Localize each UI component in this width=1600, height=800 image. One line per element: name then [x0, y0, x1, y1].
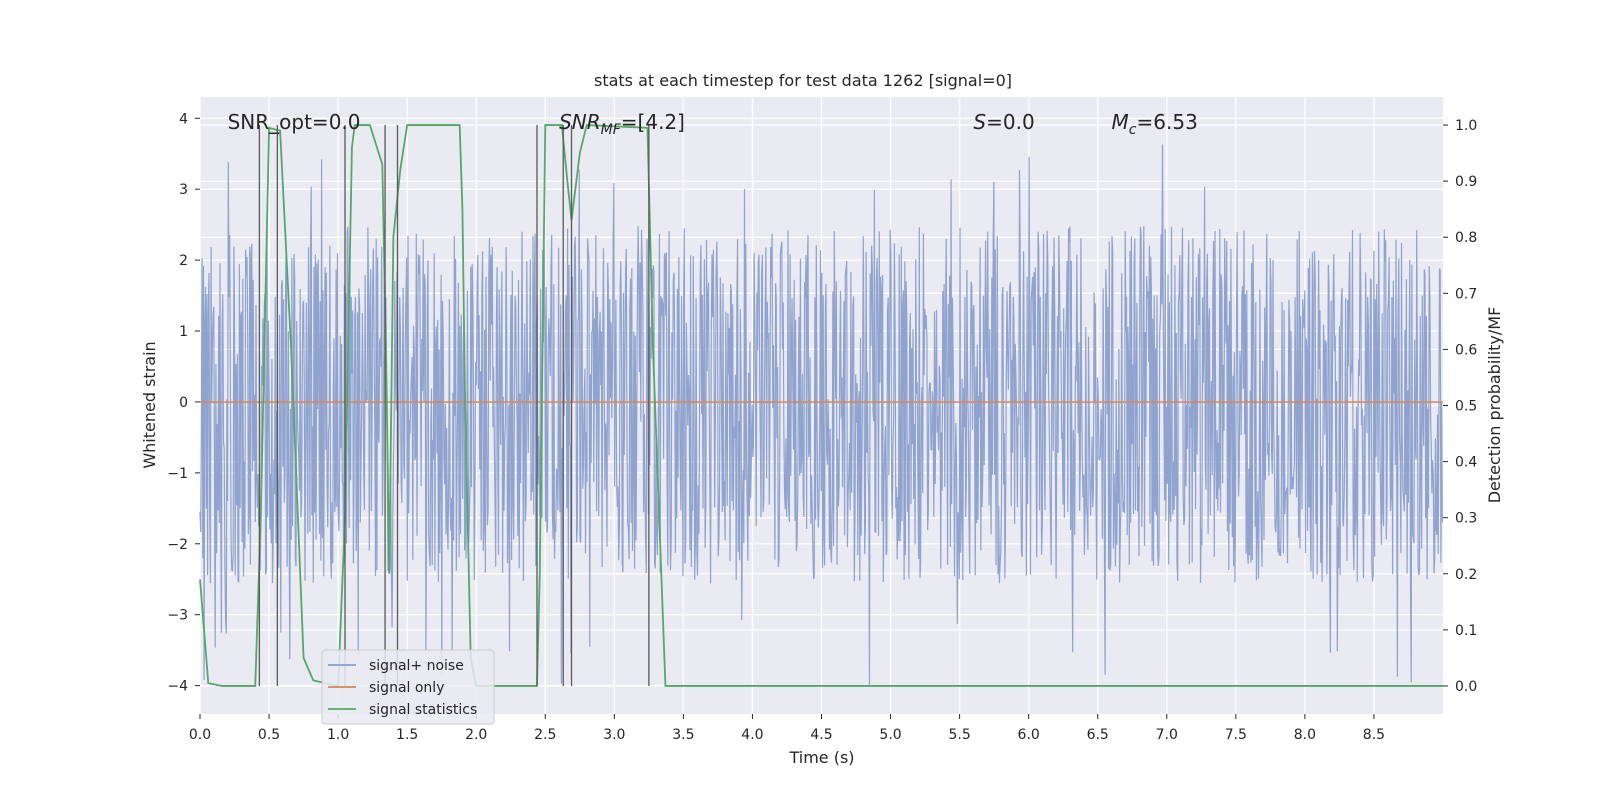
x-tick-label: 2.0 [465, 727, 487, 743]
signal-noise-series [199, 144, 1444, 685]
x-tick-label: 4.0 [741, 727, 763, 743]
y-right-tick-label: 0.7 [1455, 286, 1477, 302]
legend-label: signal statistics [369, 702, 477, 718]
x-tick-label: 4.5 [810, 727, 832, 743]
legend-label: signal+ noise [369, 658, 464, 674]
x-tick-label: 1.5 [396, 727, 418, 743]
vertical-markers [258, 125, 650, 686]
y-axis-label-left: Whitened strain [140, 341, 159, 468]
y-tick-label: 0 [179, 395, 188, 411]
y-right-tick-label: 0.2 [1455, 567, 1477, 583]
x-tick-label: 8.0 [1294, 727, 1316, 743]
series-signal-statistics [199, 124, 1443, 688]
y-right-tick-label: 0.1 [1455, 623, 1477, 639]
annotation-mc: Mc=6.53 [1112, 110, 1198, 138]
y-tick-label: −4 [167, 679, 188, 695]
y-right-tick-label: 0.4 [1455, 455, 1477, 471]
x-tick-label: 3.5 [672, 727, 694, 743]
axes: 0.0 0.5 1.0 1.5 2.0 2.5 3.0 3.5 4.0 4.5 5.0 5.5 6.0 6… [167, 111, 1477, 743]
x-tick-label: 7.5 [1225, 727, 1247, 743]
y-right-tick-label: 0.3 [1455, 511, 1477, 527]
y-tick-label: 2 [179, 253, 188, 269]
x-axis-label: Time (s) [788, 748, 854, 767]
y-right-tick-label: 0.0 [1455, 679, 1477, 695]
y-right-tick-label: 0.9 [1455, 174, 1477, 190]
y-right-tick-label: 0.5 [1455, 399, 1477, 415]
chart-title: stats at each timestep for test data 126… [594, 71, 1012, 90]
y-right-tick-label: 0.6 [1455, 342, 1477, 358]
y-tick-label: −1 [167, 466, 188, 482]
y-tick-label: −3 [167, 608, 188, 624]
annotation-s: S=0.0 [973, 110, 1034, 134]
annotations: SNR_opt=0.0 SNRMF=[4.2] S=0.0 Mc=6.53 [228, 110, 1198, 138]
legend-box [321, 649, 495, 725]
x-tick-label: 0.5 [258, 727, 280, 743]
y-right-tick-label: 1.0 [1455, 118, 1477, 134]
y-tick-label: 3 [179, 182, 188, 198]
x-tick-label: 3.0 [603, 727, 625, 743]
x-tick-label: 1.0 [327, 727, 349, 743]
legend-label: signal only [369, 680, 444, 696]
annotation-snr-mf: SNRMF=[4.2] [559, 110, 685, 138]
x-tick-label: 7.0 [1156, 727, 1178, 743]
annotation-snr-opt: SNR_opt=0.0 [228, 110, 361, 134]
x-tick-label: 6.5 [1087, 727, 1109, 743]
legend: signal+ noise signal only signal statistic… [321, 649, 495, 725]
x-tick-label: 5.5 [948, 727, 970, 743]
y-right-tick-label: 0.8 [1455, 230, 1477, 246]
series-signal-noise [199, 144, 1444, 685]
y-tick-label: 1 [179, 324, 188, 340]
x-tick-label: 5.0 [879, 727, 901, 743]
y-tick-label: 4 [179, 111, 188, 127]
y-axis-label-right: Detection probability/MF [1485, 307, 1504, 504]
x-tick-label: 8.5 [1363, 727, 1385, 743]
x-tick-label: 6.0 [1018, 727, 1040, 743]
series-layer [199, 124, 1443, 688]
x-tick-label: 0.0 [189, 727, 211, 743]
x-tick-label: 2.5 [534, 727, 556, 743]
y-tick-label: −2 [167, 537, 188, 553]
